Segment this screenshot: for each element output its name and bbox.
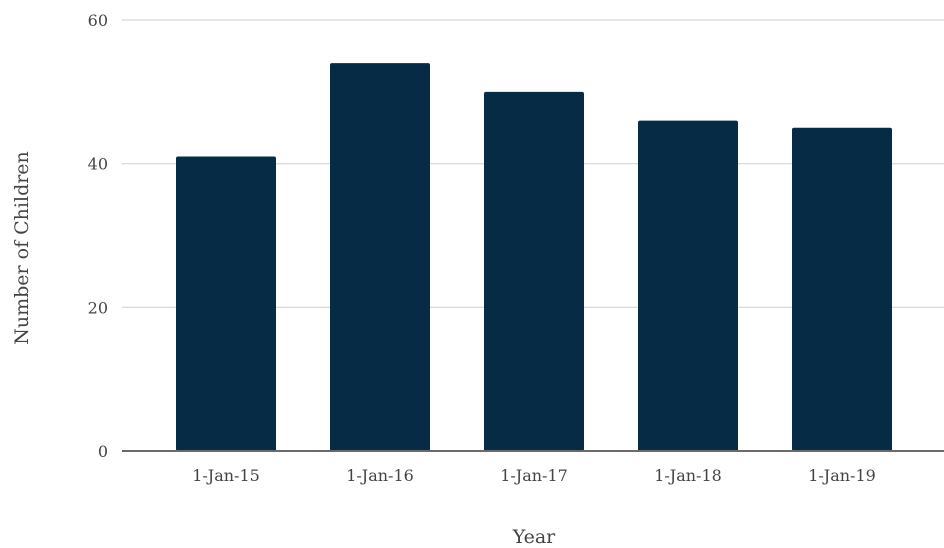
y-tick-label: 40	[88, 155, 108, 174]
bar	[638, 120, 738, 452]
bar	[330, 63, 430, 451]
y-tick-label: 60	[88, 11, 108, 30]
y-tick-labels: 0 20 40 60	[88, 11, 108, 461]
x-tick-label: 1-Jan-18	[654, 466, 722, 485]
bar	[176, 156, 276, 451]
y-axis-title: Number of Children	[11, 151, 33, 345]
bar	[484, 91, 584, 451]
x-tick-label: 1-Jan-17	[500, 466, 568, 485]
x-axis-title: Year	[512, 526, 556, 548]
bars	[176, 63, 892, 452]
x-tick-label: 1-Jan-16	[346, 466, 414, 485]
x-tick-label: 1-Jan-15	[192, 466, 260, 485]
y-tick-label: 0	[98, 442, 108, 461]
x-tick-label: 1-Jan-19	[808, 466, 876, 485]
x-tick-labels: 1-Jan-15 1-Jan-16 1-Jan-17 1-Jan-18 1-Jan-19	[192, 466, 876, 485]
bar	[792, 127, 892, 451]
y-tick-label: 20	[88, 298, 108, 317]
